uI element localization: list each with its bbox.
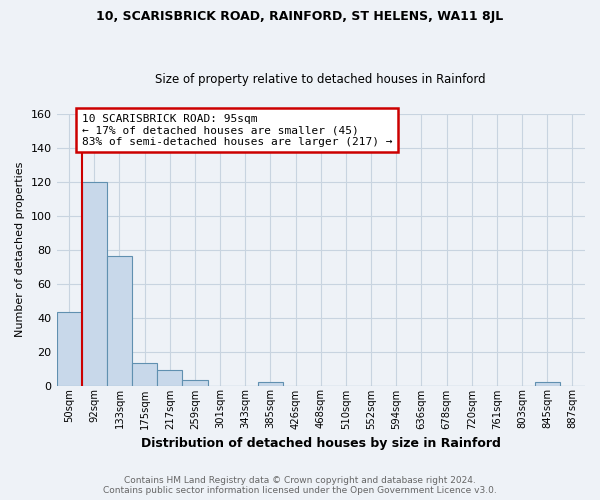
Bar [535, 382, 560, 386]
X-axis label: Distribution of detached houses by size in Rainford: Distribution of detached houses by size … [141, 437, 501, 450]
Bar [182, 380, 208, 386]
Bar [157, 370, 182, 386]
Title: Size of property relative to detached houses in Rainford: Size of property relative to detached ho… [155, 73, 486, 86]
Bar [82, 182, 107, 386]
Text: 10, SCARISBRICK ROAD, RAINFORD, ST HELENS, WA11 8JL: 10, SCARISBRICK ROAD, RAINFORD, ST HELEN… [97, 10, 503, 23]
Bar [258, 382, 283, 386]
Bar [56, 312, 82, 386]
Bar [132, 364, 157, 386]
Text: 10 SCARISBRICK ROAD: 95sqm
← 17% of detached houses are smaller (45)
83% of semi: 10 SCARISBRICK ROAD: 95sqm ← 17% of deta… [82, 114, 392, 147]
Text: Contains HM Land Registry data © Crown copyright and database right 2024.
Contai: Contains HM Land Registry data © Crown c… [103, 476, 497, 495]
Bar [107, 256, 132, 386]
Y-axis label: Number of detached properties: Number of detached properties [15, 162, 25, 337]
